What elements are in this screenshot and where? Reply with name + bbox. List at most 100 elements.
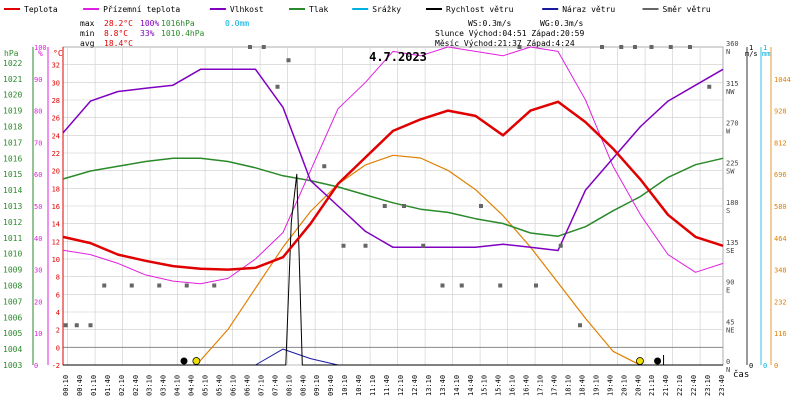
- humidity-tick-label: 70: [34, 139, 42, 147]
- ground-temperature-line: [62, 46, 724, 285]
- wind-direction-point: [286, 58, 291, 63]
- temperature-tick-label: 14: [52, 221, 60, 229]
- wind-direction-point: [74, 323, 79, 328]
- x-tick-label: 19:10: [592, 375, 600, 396]
- temperature-tick-label: 32: [52, 62, 60, 70]
- solar-tick-label: 348: [774, 267, 787, 275]
- humidity-tick-label: 0: [34, 362, 38, 370]
- x-tick-label: 04:10: [174, 375, 182, 396]
- temperature-tick-label: -2: [52, 362, 60, 370]
- temperature-tick-label: 16: [52, 203, 60, 211]
- x-tick-label: 20:40: [634, 375, 642, 396]
- stats-row-label: max: [80, 19, 95, 28]
- humidity-tick-label: 60: [34, 171, 42, 179]
- wind-direction-point: [102, 283, 107, 288]
- humidity-tick-label: 100: [34, 44, 47, 52]
- wind-direction-point: [633, 45, 637, 49]
- rain-axis-unit: mm: [762, 50, 770, 58]
- wind-direction-point: [517, 45, 522, 49]
- direction-tick-label: S: [726, 207, 730, 215]
- pressure-tick-label: 1015: [3, 170, 22, 179]
- stats-max-rain: 0.0mm: [225, 19, 249, 28]
- wind-direction-point: [558, 243, 563, 248]
- x-tick-label: 08:40: [299, 375, 307, 396]
- temperature-tick-label: 0: [56, 344, 60, 352]
- wind-direction-point: [534, 283, 538, 288]
- wind-direction-point: [341, 243, 346, 248]
- x-tick-label: 05:10: [202, 375, 210, 396]
- pressure-tick-label: 1007: [3, 297, 22, 306]
- wind-gust-readout: WG:0.3m/s: [540, 19, 584, 28]
- x-tick-label: 17:40: [551, 375, 559, 396]
- stats-row-label: min: [80, 29, 95, 38]
- x-tick-label: 11:10: [369, 375, 377, 396]
- wind-axis-unit: m/s: [745, 50, 758, 58]
- rain-tick-label: 1: [763, 44, 767, 52]
- chart-axes: hPa% °C1003100410051006100710081009101010…: [3, 40, 791, 396]
- direction-tick-label: NW: [726, 88, 735, 96]
- x-tick-label: 00:40: [76, 375, 84, 396]
- x-axis-label: čas: [733, 369, 749, 380]
- legend-item-label: Tlak: [309, 5, 328, 14]
- x-tick-label: 21:40: [662, 375, 670, 396]
- stats-min-humidity: 33%: [140, 29, 155, 38]
- sun-rise-marker: [192, 357, 201, 365]
- solar-tick-label: 116: [774, 330, 787, 338]
- stats-max-temperature: 28.2°C: [104, 19, 133, 28]
- wind-direction-point: [322, 164, 327, 169]
- temperature-tick-label: 8: [56, 274, 60, 282]
- temperature-tick-label: 28: [52, 97, 60, 105]
- x-tick-label: 01:10: [90, 375, 98, 396]
- solar-tick-label: 928: [774, 108, 787, 116]
- humidity-axis-unit: %: [38, 49, 43, 58]
- wind-direction-point: [498, 283, 503, 288]
- x-tick-label: 02:40: [132, 375, 140, 396]
- wind-tick-label: 0: [749, 362, 753, 370]
- stats-block: max 28.2°C 100% 1016hPa 0.0mm min 8.8°C 33% 1010…: [80, 19, 584, 48]
- wind-direction-point: [402, 204, 406, 208]
- solar-tick-label: 464: [774, 235, 787, 243]
- direction-tick-label: 180: [726, 199, 739, 207]
- direction-tick-label: 270: [726, 120, 739, 128]
- direction-tick-label: NE: [726, 326, 734, 334]
- x-tick-label: 20:10: [620, 375, 628, 396]
- wind-direction-point: [668, 45, 673, 49]
- wind-direction-point: [382, 204, 387, 208]
- x-tick-label: 23:40: [718, 375, 726, 396]
- rain-tick-label: 0: [763, 362, 767, 370]
- chart-title: 4.7.2023: [369, 50, 427, 64]
- wind-direction-point: [479, 204, 483, 208]
- x-tick-label: 09:10: [313, 375, 321, 396]
- humidity-tick-label: 10: [34, 330, 42, 338]
- direction-tick-label: E: [726, 287, 730, 295]
- temperature-axis-unit: °C: [53, 49, 63, 58]
- temperature-tick-label: 18: [52, 185, 60, 193]
- x-tick-label: 06:40: [243, 375, 251, 396]
- solar-tick-label: 1044: [774, 76, 791, 84]
- humidity-tick-label: 90: [34, 76, 42, 84]
- x-tick-label: 02:10: [118, 375, 126, 396]
- x-tick-label: 16:10: [509, 375, 517, 396]
- legend-item-label: Srážky: [372, 5, 401, 14]
- pressure-tick-label: 1010: [3, 250, 22, 259]
- stats-row-label: avg: [80, 39, 95, 48]
- x-tick-label: 12:40: [411, 375, 419, 396]
- solar-tick-label: 580: [774, 203, 787, 211]
- temperature-tick-label: 20: [52, 168, 60, 176]
- x-tick-label: 22:10: [676, 375, 684, 396]
- wind-direction-point: [578, 323, 582, 328]
- wind-direction-point: [63, 323, 68, 328]
- stats-max-pressure: 1016hPa: [161, 19, 195, 28]
- pressure-tick-label: 1021: [3, 75, 22, 84]
- x-tick-label: 01:40: [104, 375, 112, 396]
- pressure-tick-label: 1016: [3, 154, 22, 163]
- wind-direction-point: [275, 84, 280, 89]
- stats-avg-temperature: 18.4°C: [104, 39, 133, 48]
- humidity-tick-label: 20: [34, 298, 42, 306]
- wind-direction-point: [363, 243, 368, 248]
- solar-tick-label: 232: [774, 298, 787, 306]
- temperature-line: [62, 100, 724, 271]
- direction-tick-label: SE: [726, 247, 734, 255]
- pressure-tick-label: 1013: [3, 202, 22, 211]
